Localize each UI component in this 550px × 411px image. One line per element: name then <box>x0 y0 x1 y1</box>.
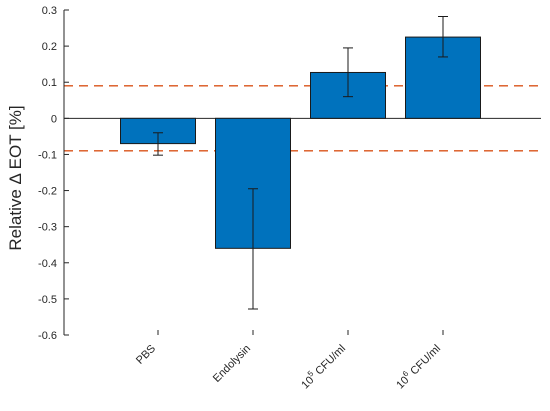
y-tick-label: -0.2 <box>38 186 57 198</box>
y-tick-label: 0 <box>51 113 57 125</box>
x-tick-label: 105 CFU/ml <box>297 341 348 392</box>
x-tick-label: PBS <box>134 343 158 367</box>
y-tick-label: -0.1 <box>38 149 57 161</box>
y-tick-label: 0.3 <box>42 5 57 17</box>
y-axis-label: Relative Δ EOT [%] <box>6 105 25 250</box>
y-tick-label: 0.1 <box>42 77 57 89</box>
x-tick-label: 106 CFU/ml <box>392 341 443 392</box>
y-tick-label: -0.5 <box>38 294 57 306</box>
y-tick-label: -0.4 <box>38 258 57 270</box>
x-tick-label: Endolysin <box>211 343 253 385</box>
error-bars <box>153 16 448 310</box>
y-axis-ticks: 0.3 0.2 0.1 0 -0.1 -0.2 -0.3 -0.4 -0.5 -0.6 <box>38 5 69 342</box>
y-tick-label: -0.3 <box>38 222 57 234</box>
y-tick-label: -0.6 <box>38 330 57 342</box>
y-tick-label: 0.2 <box>42 41 57 53</box>
bars <box>120 36 481 249</box>
x-axis-ticks: PBS Endolysin 105 CFU/ml 106 CFU/ml <box>134 330 444 392</box>
